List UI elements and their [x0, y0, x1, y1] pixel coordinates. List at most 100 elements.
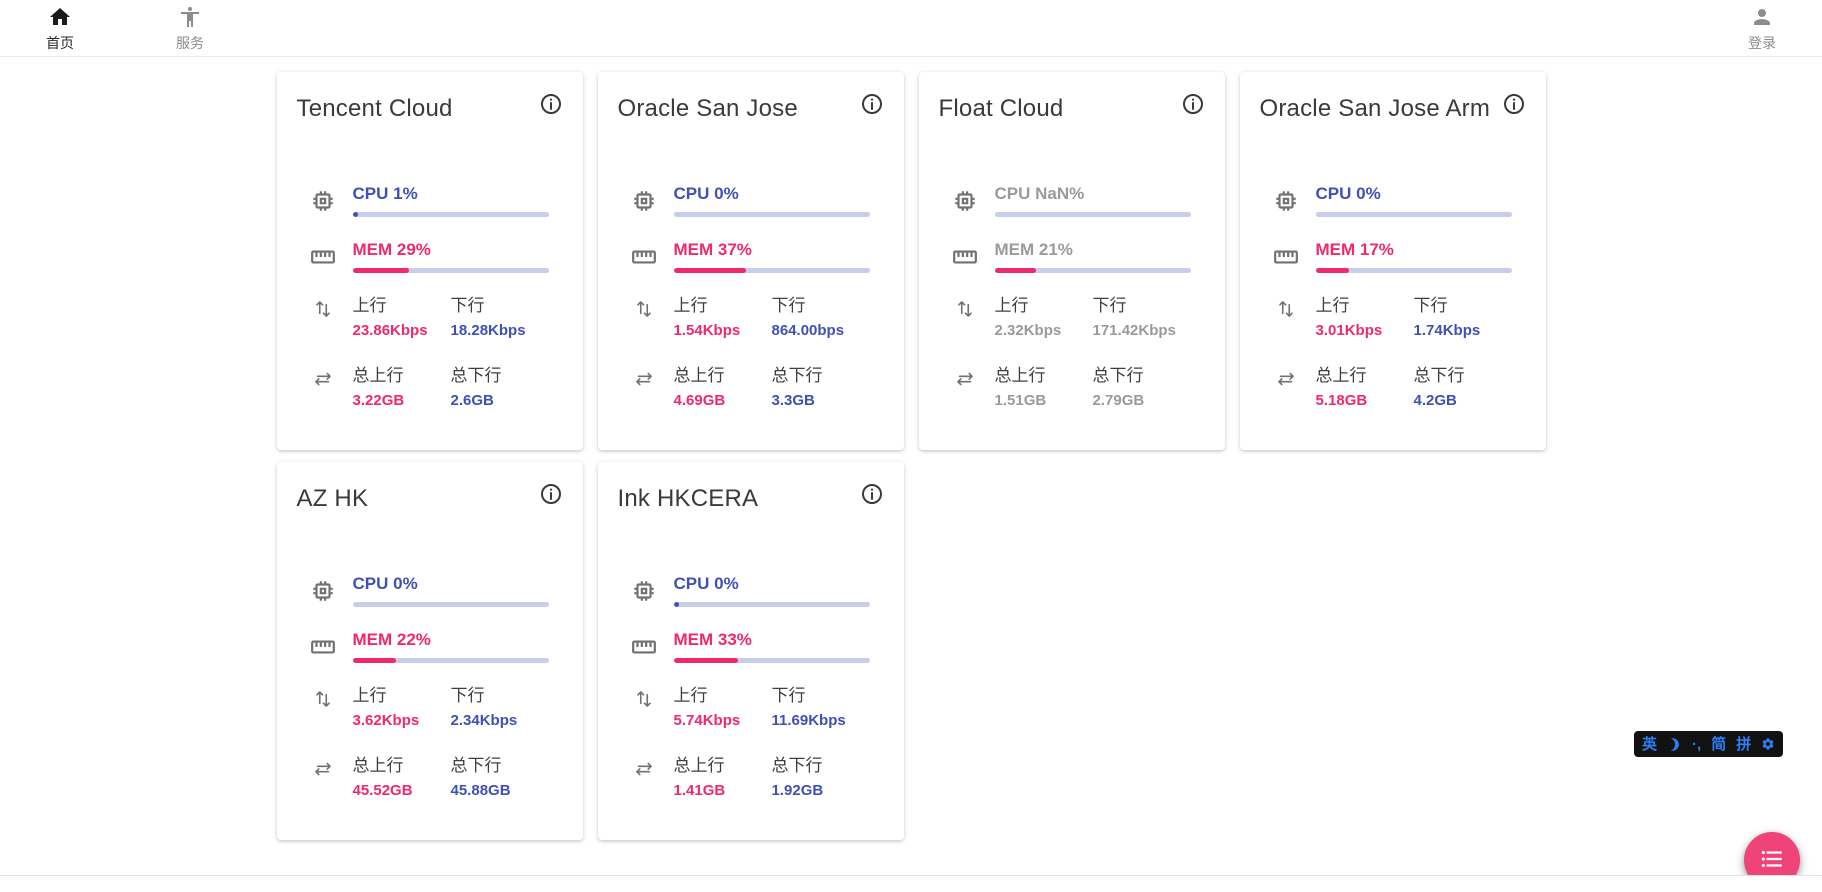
net-total-row: 总上行 5.18GB 总下行 4.2GB [1260, 366, 1526, 410]
mem-usage-label: MEM 29% [352, 240, 431, 259]
total-download: 总下行 3.3GB [772, 366, 870, 410]
download-label: 下行 [1413, 296, 1448, 315]
mem-row: MEM 29% [297, 240, 563, 273]
swap-horiz-icon [949, 366, 981, 392]
mem-row: MEM 33% [618, 630, 884, 663]
total-upload: 总上行 1.41GB [674, 756, 772, 800]
total-download-value: 2.79GB [1092, 392, 1145, 409]
mem-progress-bar [673, 658, 870, 663]
nav-item-services[interactable]: 服务 [170, 5, 210, 51]
nav-item-home[interactable]: 首页 [40, 5, 80, 51]
download-label: 下行 [771, 296, 806, 315]
upload-rate: 上行 5.74Kbps [674, 686, 772, 730]
ime-english-mode[interactable]: 英 [1642, 735, 1658, 753]
total-download-label: 总下行 [771, 756, 823, 775]
mem-progress-bar [352, 268, 549, 273]
download-rate: 下行 18.28Kbps [451, 296, 549, 340]
net-rate-row: 上行 3.01Kbps 下行 1.74Kbps [1260, 296, 1526, 340]
server-card: Oracle San Jose CPU 0% [597, 72, 904, 450]
upload-value: 3.01Kbps [1315, 322, 1383, 339]
upload-value: 1.54Kbps [673, 322, 741, 339]
total-upload-value: 5.18GB [1315, 392, 1368, 409]
upload-label: 上行 [673, 296, 708, 315]
info-icon[interactable] [539, 482, 563, 506]
dashboard: Tencent Cloud CPU 1% [0, 57, 1822, 840]
swap-vert-icon [307, 686, 339, 712]
cpu-progress-bar [352, 212, 549, 217]
total-upload-value: 3.22GB [352, 392, 405, 409]
total-upload-label: 总上行 [352, 366, 404, 385]
ime-toolbar[interactable]: 英 ·, 简 拼 [1634, 731, 1784, 757]
total-upload-value: 4.69GB [673, 392, 726, 409]
cpu-row: CPU 0% [618, 184, 884, 217]
cpu-progress-bar [673, 212, 870, 217]
main-nav: 首页 服务 [40, 5, 210, 51]
cpu-progress-bar [673, 602, 870, 607]
info-icon[interactable] [860, 482, 884, 506]
net-rate-row: 上行 5.74Kbps 下行 11.69Kbps [618, 686, 884, 730]
ime-punctuation-mode[interactable]: ·, [1692, 735, 1702, 753]
cpu-progress-bar [994, 212, 1191, 217]
cpu-usage-label: CPU 0% [1315, 184, 1381, 203]
nav-item-label: 首页 [46, 35, 74, 51]
net-rate-row: 上行 2.32Kbps 下行 171.42Kbps [939, 296, 1205, 340]
ime-simplified-mode[interactable]: 简 [1711, 735, 1727, 753]
gear-icon[interactable] [1761, 737, 1775, 751]
net-total-row: 总上行 3.22GB 总下行 2.6GB [297, 366, 563, 410]
mem-progress-bar [673, 268, 870, 273]
upload-rate: 上行 1.54Kbps [674, 296, 772, 340]
total-upload-label: 总上行 [994, 366, 1046, 385]
net-total-row: 总上行 4.69GB 总下行 3.3GB [618, 366, 884, 410]
cpu-chip-icon [307, 188, 339, 214]
cpu-row: CPU 0% [618, 574, 884, 607]
swap-vert-icon [307, 296, 339, 322]
server-name: Oracle San Jose [617, 95, 798, 122]
server-name: AZ HK [296, 485, 369, 512]
mem-usage-label: MEM 37% [673, 240, 752, 259]
memory-ruler-icon [1270, 244, 1302, 270]
info-icon[interactable] [539, 92, 563, 116]
nav-item-label: 登录 [1748, 35, 1776, 51]
person-standing-icon [178, 5, 202, 34]
download-label: 下行 [450, 686, 485, 705]
mem-row: MEM 17% [1260, 240, 1526, 273]
swap-vert-icon [628, 296, 660, 322]
total-download: 总下行 2.6GB [451, 366, 549, 410]
moon-icon[interactable] [1667, 737, 1682, 752]
total-download: 总下行 45.88GB [451, 756, 549, 800]
total-download-label: 总下行 [1413, 366, 1465, 385]
cpu-chip-icon [628, 188, 660, 214]
total-upload: 总上行 45.52GB [353, 756, 451, 800]
download-rate: 下行 2.34Kbps [451, 686, 549, 730]
upload-label: 上行 [352, 296, 387, 315]
info-icon[interactable] [1181, 92, 1205, 116]
download-rate: 下行 864.00bps [772, 296, 870, 340]
download-value: 2.34Kbps [450, 712, 518, 729]
nav-item-label: 服务 [176, 35, 204, 51]
total-upload-label: 总上行 [1315, 366, 1367, 385]
server-card: Tencent Cloud CPU 1% [276, 72, 583, 450]
net-total-row: 总上行 1.41GB 总下行 1.92GB [618, 756, 884, 800]
mem-usage-label: MEM 22% [352, 630, 431, 649]
swap-vert-icon [949, 296, 981, 322]
total-upload-label: 总上行 [352, 756, 404, 775]
total-upload: 总上行 3.22GB [353, 366, 451, 410]
download-value: 171.42Kbps [1092, 322, 1176, 339]
footer-divider [0, 875, 1822, 892]
download-value: 11.69Kbps [771, 712, 846, 729]
home-icon [48, 5, 72, 34]
memory-ruler-icon [307, 634, 339, 660]
swap-horiz-icon [307, 366, 339, 392]
download-value: 864.00bps [771, 322, 845, 339]
info-icon[interactable] [860, 92, 884, 116]
cpu-usage-label: CPU NaN% [994, 184, 1085, 203]
ime-pinyin-mode[interactable]: 拼 [1736, 735, 1752, 753]
total-download-value: 2.6GB [450, 392, 494, 409]
swap-vert-icon [1270, 296, 1302, 322]
info-icon[interactable] [1502, 92, 1526, 116]
download-label: 下行 [450, 296, 485, 315]
mem-progress-bar [1315, 268, 1512, 273]
cpu-usage-label: CPU 1% [352, 184, 418, 203]
nav-item-login[interactable]: 登录 [1742, 5, 1782, 51]
server-card: Float Cloud CPU NaN% [918, 72, 1225, 450]
